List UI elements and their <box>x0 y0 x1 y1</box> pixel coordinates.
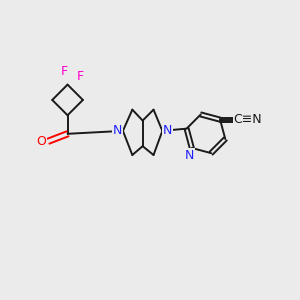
Text: C≡N: C≡N <box>233 113 262 126</box>
Text: N: N <box>185 149 194 162</box>
Text: N: N <box>113 124 122 137</box>
Text: F: F <box>76 70 83 83</box>
Text: O: O <box>36 135 46 148</box>
Text: N: N <box>163 124 172 137</box>
Text: F: F <box>61 65 68 78</box>
